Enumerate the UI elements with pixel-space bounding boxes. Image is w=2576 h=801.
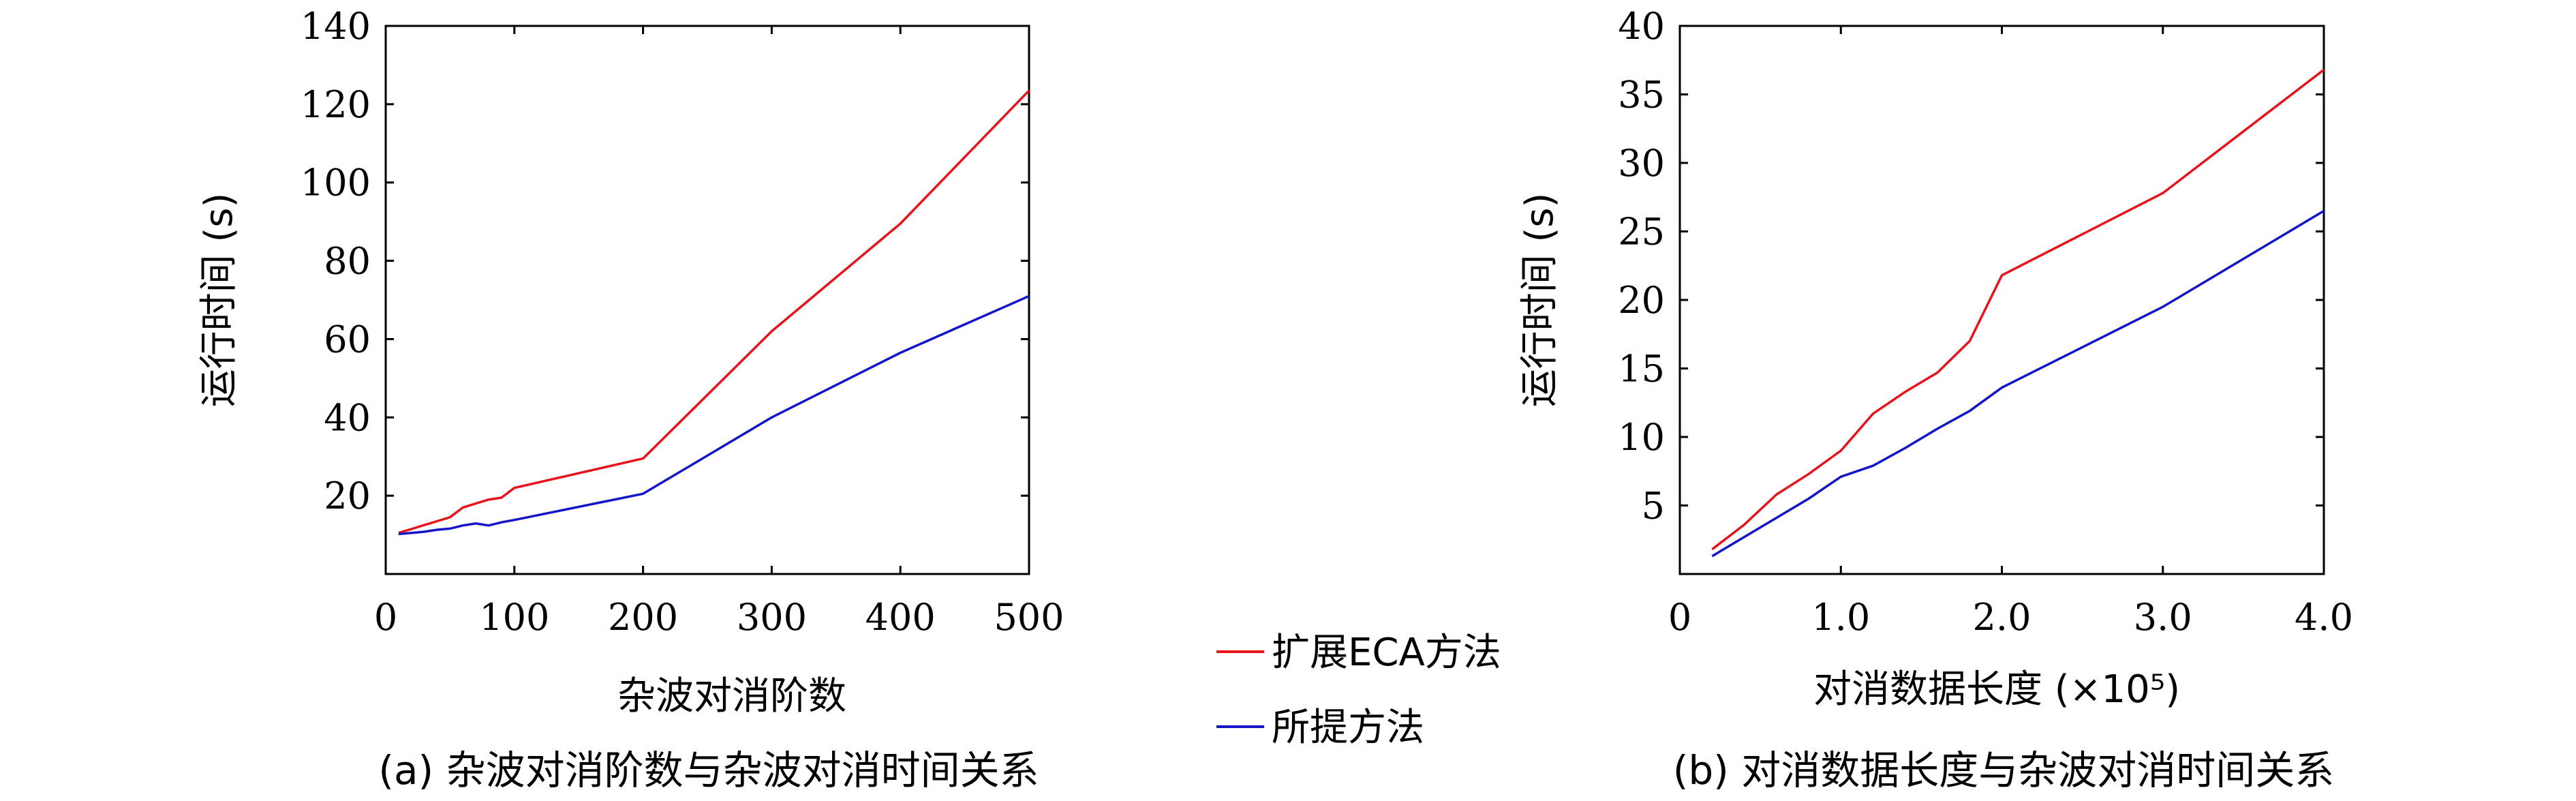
y-tick-label-a: 20	[324, 474, 371, 517]
x-tick-label-a: 0	[374, 596, 397, 639]
series-line-eca-b	[1711, 68, 2325, 551]
y-tick-label-a: 140	[301, 5, 371, 48]
y-tick-label-b: 25	[1618, 211, 1665, 254]
xlabel-b: 对消数据长度 (×10⁵)	[1813, 667, 2180, 712]
y-tick-label-b: 30	[1618, 142, 1665, 185]
x-tick-label-a: 200	[608, 596, 678, 639]
y-tick-label-b: 20	[1618, 279, 1665, 322]
x-tick-label-b: 2.0	[1973, 596, 2031, 639]
x-tick-label-b: 4.0	[2295, 596, 2353, 639]
chart-panel-a: 20 40 60 80 100 120 140 0 100 200 300 400 500 杂波对消阶数…	[197, 5, 1064, 794]
caption-a: (a) 杂波对消阶数与杂波对消时间关系	[378, 747, 1039, 794]
plot-area-a: 20 40 60 80 100 120 140 0 100 200 300 400 500	[301, 5, 1064, 639]
legend: 扩展ECA方法 所提方法	[1216, 631, 1501, 750]
y-tick-label-a: 80	[324, 240, 371, 283]
chart-panel-b: 5 10 15 20 25 30 35 40 0 1.0 2.0 3.0 4.0 对消数据长度 (×10…	[1518, 5, 2353, 794]
y-tick-label-a: 60	[324, 318, 371, 361]
x-tick-label-a: 300	[737, 596, 807, 639]
x-tick-label-b: 1.0	[1811, 596, 1870, 639]
x-tick-label-b: 0	[1668, 596, 1691, 639]
y-tick-label-a: 40	[324, 396, 371, 439]
plot-area-b: 5 10 15 20 25 30 35 40 0 1.0 2.0 3.0 4.0	[1618, 5, 2353, 639]
ylabel-b: 运行时间 (s)	[1518, 193, 1562, 408]
axes-frame-b	[1678, 25, 2325, 575]
y-tick-label-a: 120	[301, 83, 371, 126]
y-tick-label-b: 40	[1618, 5, 1665, 48]
series-line-proposed-b	[1711, 209, 2325, 558]
x-tick-label-a: 400	[865, 596, 936, 639]
series-line-proposed-a	[398, 294, 1030, 536]
y-tick-label-a: 100	[301, 162, 371, 205]
xlabel-a: 杂波对消阶数	[617, 674, 846, 719]
y-tick-label-b: 35	[1618, 74, 1665, 117]
series-line-eca-a	[398, 89, 1030, 534]
legend-label-proposed: 所提方法	[1272, 706, 1424, 750]
axes-frame-a	[384, 25, 1030, 575]
x-tick-label-a: 100	[479, 596, 549, 639]
y-tick-label-b: 15	[1618, 348, 1665, 391]
y-tick-label-b: 10	[1618, 416, 1665, 459]
ylabel-a: 运行时间 (s)	[197, 193, 241, 408]
x-tick-label-b: 3.0	[2134, 596, 2192, 639]
y-tick-label-b: 5	[1642, 485, 1665, 528]
caption-b: (b) 对消数据长度与杂波对消时间关系	[1673, 747, 2335, 794]
x-tick-label-a: 500	[994, 596, 1064, 639]
legend-label-eca: 扩展ECA方法	[1272, 631, 1501, 675]
